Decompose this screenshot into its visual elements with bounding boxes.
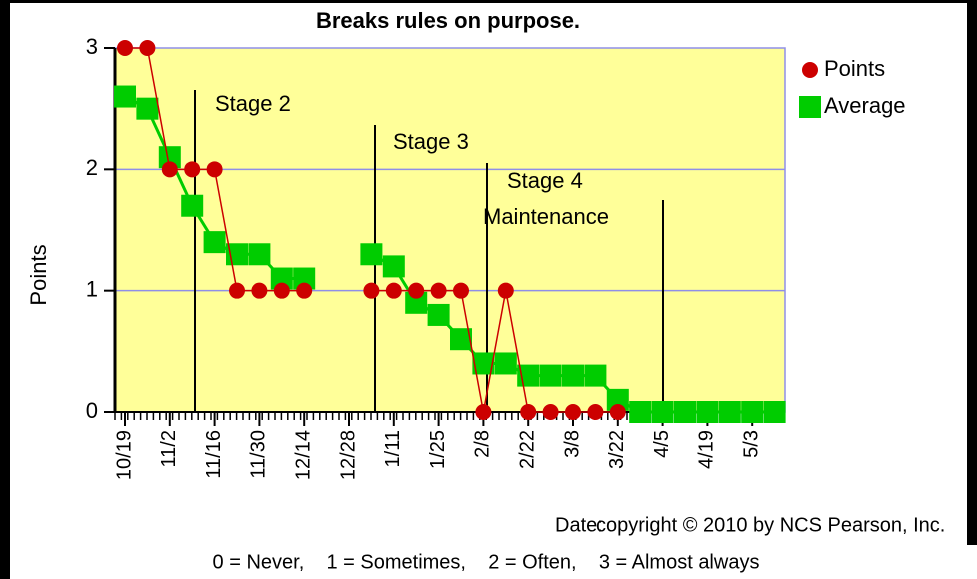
legend-label: Points	[824, 56, 885, 81]
y-tick-label: 0	[86, 398, 98, 423]
point	[472, 352, 495, 375]
point	[117, 40, 133, 56]
point	[293, 267, 316, 290]
point	[360, 243, 383, 266]
point	[763, 401, 786, 423]
annotation: Stage 2	[215, 91, 291, 116]
footnote: 0 = Never, 1 = Sometimes, 2 = Often, 3 =…	[213, 551, 760, 573]
y-tick-label: 1	[86, 276, 98, 301]
point	[494, 352, 517, 375]
x-tick-label: 3/8	[561, 430, 583, 458]
x-tick-label: 10/19	[113, 430, 135, 480]
frame-left	[0, 0, 10, 579]
x-tick-label: 1/11	[382, 430, 404, 467]
x-tick-label: 11/2	[158, 430, 180, 467]
x-tick-label: 11/30	[248, 430, 270, 479]
x-axis-label: Date:	[555, 514, 603, 536]
point	[609, 404, 626, 420]
chart-title: Breaks rules on purpose.	[316, 8, 580, 33]
point	[475, 404, 492, 420]
point	[629, 401, 652, 423]
point	[562, 364, 584, 387]
point	[382, 255, 405, 278]
point	[139, 40, 156, 56]
y-tick-label: 3	[86, 34, 98, 59]
frame-top	[0, 0, 977, 3]
x-tick-label: 5/3	[740, 430, 762, 458]
point	[184, 161, 201, 178]
plot-area	[114, 47, 786, 413]
point	[203, 231, 226, 254]
point	[229, 282, 245, 299]
point	[136, 97, 159, 120]
point	[405, 291, 428, 314]
point	[296, 282, 313, 299]
legend-marker	[802, 62, 818, 78]
legend-marker	[799, 96, 821, 118]
point	[587, 404, 604, 420]
y-tick-label: 2	[86, 155, 98, 180]
point	[542, 404, 559, 420]
point	[497, 282, 514, 299]
point	[385, 282, 402, 299]
annotation: Maintenance	[483, 204, 609, 229]
point	[606, 388, 629, 411]
annotation: Stage 3	[393, 129, 469, 154]
x-tick-label: 2/22	[516, 430, 538, 469]
point	[427, 303, 450, 326]
point	[158, 146, 181, 169]
point	[539, 364, 562, 387]
point	[520, 404, 537, 420]
point	[741, 401, 764, 423]
point	[674, 401, 696, 423]
x-tick-label: 12/14	[292, 430, 314, 480]
copyright: copyright © 2010 by NCS Pearson, Inc.	[596, 514, 945, 536]
x-tick-label: 1/25	[427, 430, 449, 469]
point	[251, 282, 268, 299]
x-tick-label: 2/8	[472, 430, 494, 458]
point	[651, 401, 674, 423]
point	[248, 243, 271, 266]
point	[161, 161, 178, 178]
point	[453, 282, 469, 299]
point	[565, 404, 581, 420]
point	[363, 282, 380, 299]
point	[584, 364, 607, 387]
point	[696, 401, 719, 423]
x-tick-label: 11/16	[203, 430, 225, 479]
x-tick-label: 4/5	[651, 430, 673, 458]
point	[450, 328, 472, 351]
y-axis-label: Points	[26, 244, 51, 305]
point	[430, 282, 447, 299]
point	[273, 282, 290, 299]
x-tick-label: 12/28	[337, 430, 359, 480]
x-tick-label: 4/19	[696, 430, 718, 469]
point	[181, 194, 204, 217]
point	[206, 161, 223, 178]
frame-right	[967, 0, 977, 545]
point	[408, 282, 425, 299]
point	[114, 85, 136, 108]
annotation: Stage 4	[507, 168, 583, 193]
x-tick-label: 3/22	[606, 430, 628, 469]
point	[718, 401, 741, 423]
legend-label: Average	[824, 93, 906, 118]
point	[270, 267, 293, 290]
